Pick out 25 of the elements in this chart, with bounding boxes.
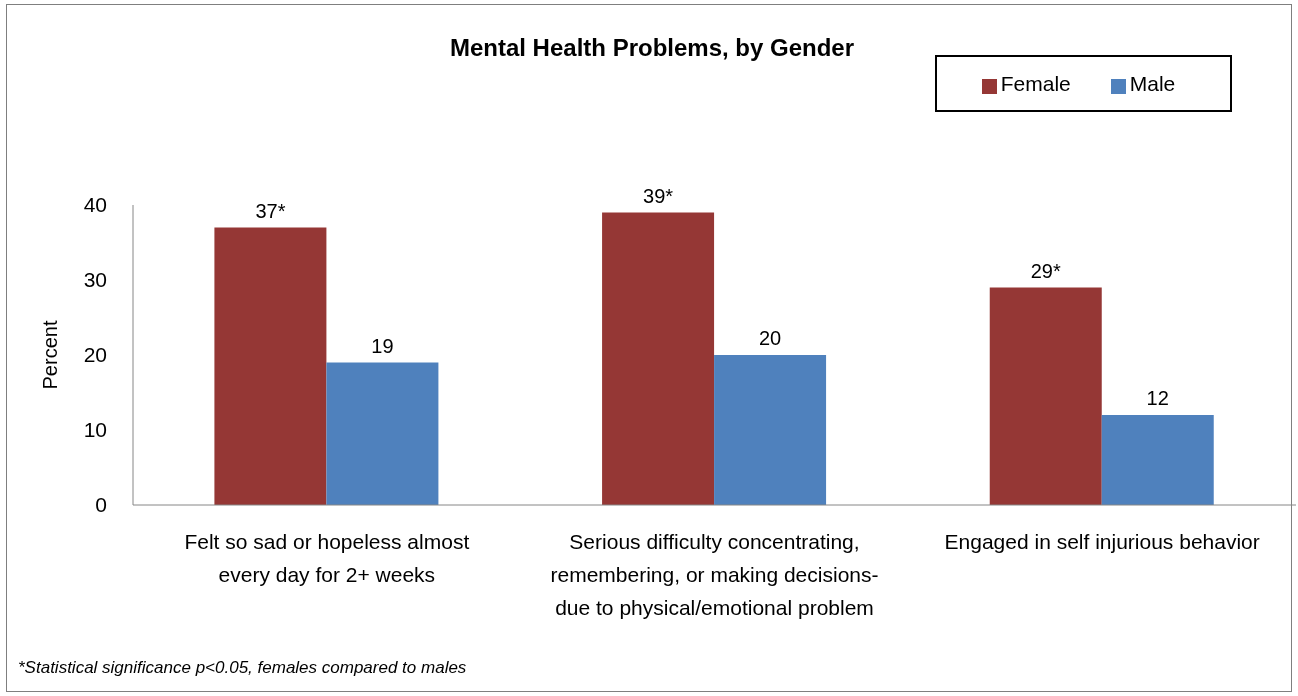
bar xyxy=(326,362,439,505)
y-tick-label: 30 xyxy=(83,268,107,292)
data-label: 37* xyxy=(255,199,286,222)
data-label: 12 xyxy=(1146,387,1169,409)
data-label: 20 xyxy=(758,327,782,349)
bar xyxy=(714,355,827,505)
bar xyxy=(602,212,715,505)
bar xyxy=(214,227,327,505)
bar xyxy=(989,287,1102,505)
chart-title: Mental Health Problems, by Gender xyxy=(449,34,855,61)
y-tick-label: 20 xyxy=(83,343,107,367)
x-tick-label: Serious difficulty concentrating, remembering, or making decisions- due to physical/emotional problem xyxy=(550,530,879,619)
data-label: 29* xyxy=(1030,259,1061,282)
y-tick-label: 40 xyxy=(83,193,107,217)
y-axis-title: Percent xyxy=(39,320,61,390)
data-label: 39* xyxy=(643,184,674,207)
text: *Statistical significance p<0.05, females compared to males xyxy=(18,658,467,678)
x-tick-label: Felt so sad or hopeless almost every day for 2+ weeks xyxy=(184,530,470,586)
y-tick-label: 0 xyxy=(95,493,107,517)
legend-label: Female xyxy=(1000,71,1071,95)
y-tick-label: 10 xyxy=(83,418,107,442)
legend-label: Male xyxy=(1129,71,1176,95)
bar xyxy=(1101,415,1214,505)
data-label: 19 xyxy=(371,334,394,357)
x-tick-label: Engaged in self injurious behavior xyxy=(944,530,1260,553)
